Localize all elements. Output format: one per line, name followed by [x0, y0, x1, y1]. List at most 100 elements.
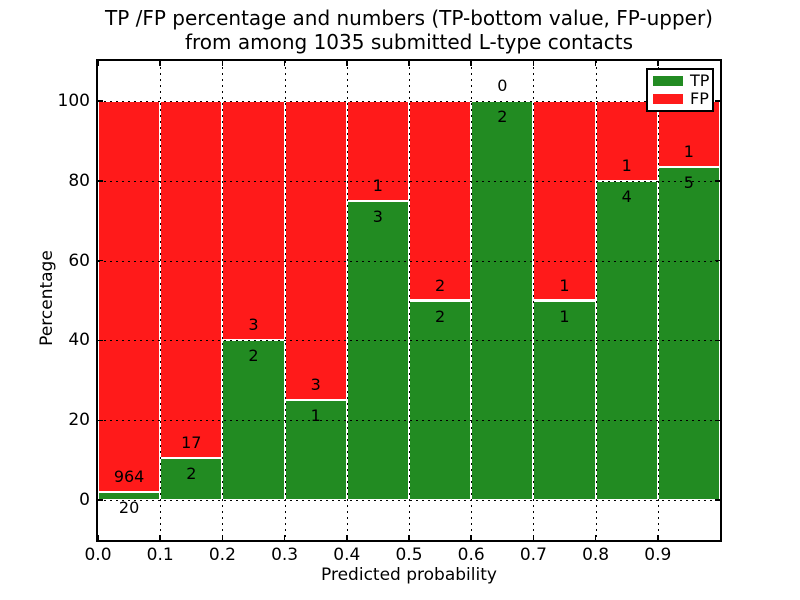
x-tick-label-0.5: 0.5: [395, 545, 423, 565]
x-tick-label-0.0: 0.0: [84, 545, 112, 565]
y-tick-right-60: [715, 259, 720, 262]
tp-count-label-0.0-0.1: 20: [118, 497, 140, 517]
bar-tp-0.0-0.1: [98, 491, 161, 501]
x-tick-top-0.7: [532, 61, 535, 66]
bar-tp-0.1-0.2: [160, 458, 223, 501]
y-tick-right-80: [715, 180, 720, 182]
tp-count-label-0.5-0.6: 2: [435, 306, 446, 326]
x-tick-top-0.9: [657, 61, 659, 66]
y-tick-left-40: [98, 339, 103, 342]
tp-count-label-0.1-0.2: 2: [186, 464, 197, 484]
y-tick-left-20: [98, 419, 103, 421]
x-tick-top-0.1: [159, 61, 161, 66]
x-tick-bottom-0.3: [283, 535, 286, 540]
grid-line-x-0.9: [657, 61, 659, 540]
bar-fp-0.1-0.2: [160, 100, 223, 459]
tp-legend-label: TP: [690, 70, 710, 90]
bar-tp-0.4-0.5: [346, 200, 409, 501]
x-tick-top-0.6: [470, 61, 472, 66]
bar-tp-0.9-1.0: [657, 167, 720, 501]
y-tick-left-100: [98, 100, 103, 102]
tp-count-label-0.4-0.5: 3: [372, 206, 383, 226]
grid-line-x-0.1: [160, 61, 162, 540]
x-tick-top-0.2: [221, 61, 224, 66]
x-tick-label-0.7: 0.7: [519, 545, 547, 565]
tp-count-label-0.6-0.7: 2: [497, 106, 508, 126]
x-tick-bottom-0.5: [408, 535, 410, 540]
x-tick-bottom-0.4: [346, 535, 348, 540]
bar-tp-0.5-0.6: [409, 300, 472, 501]
y-tick-label-60: 60: [68, 250, 90, 271]
bar-fp-0.2-0.3: [222, 100, 285, 341]
grid-line-x-0.4: [346, 61, 348, 540]
x-tick-label-0.8: 0.8: [582, 545, 610, 565]
chart-title-line2: from among 1035 submitted L-type contact…: [184, 30, 634, 54]
y-tick-left-80: [98, 180, 103, 182]
y-tick-right-100: [715, 100, 720, 102]
x-tick-label-0.9: 0.9: [644, 545, 672, 565]
bar-tp-0.6-0.7: [471, 100, 534, 501]
plot-area: 964 20 17 2 3 2 3 1 1 3 2 2 0 2 1 1 1 4 1 5: [97, 61, 720, 540]
y-tick-left-60: [98, 259, 103, 262]
tp-legend-swatch: [653, 75, 683, 86]
grid-line-x-0.7: [533, 61, 535, 540]
x-tick-bottom-0.0: [97, 535, 99, 540]
x-tick-top-0.0: [97, 61, 99, 66]
y-tick-label-0: 0: [79, 490, 90, 511]
x-tick-top-0.5: [408, 61, 410, 66]
x-tick-label-0.4: 0.4: [333, 545, 361, 565]
fp-count-label-0.9-1.0: 1: [683, 142, 694, 162]
tp-count-label-0.7-0.8: 1: [559, 306, 570, 326]
y-tick-label-100: 100: [57, 90, 90, 111]
legend: TP FP: [646, 68, 714, 112]
x-tick-bottom-0.2: [221, 535, 224, 540]
tp-count-label-0.3-0.4: 1: [310, 406, 321, 426]
fp-count-label-0.1-0.2: 17: [181, 433, 202, 453]
legend-item-fp: FP: [653, 89, 709, 109]
y-tick-label-40: 40: [68, 330, 90, 351]
x-tick-label-0.3: 0.3: [271, 545, 299, 565]
y-tick-right-0: [715, 499, 720, 501]
fp-legend-label: FP: [690, 89, 709, 109]
x-tick-bottom-0.9: [657, 535, 659, 540]
x-tick-bottom-0.1: [159, 535, 161, 540]
fp-count-label-0.6-0.7: 0: [497, 75, 508, 95]
x-tick-label-0.1: 0.1: [146, 545, 174, 565]
x-tick-bottom-0.7: [532, 535, 535, 540]
tp-count-label-0.2-0.3: 2: [248, 346, 259, 366]
bar-fp-0.3-0.4: [284, 100, 347, 401]
y-tick-label-20: 20: [68, 410, 90, 431]
fp-count-label-0.4-0.5: 1: [372, 175, 383, 195]
bar-tp-0.3-0.4: [284, 400, 347, 501]
fp-count-label-0.0-0.1: 964: [113, 466, 145, 486]
y-tick-label-80: 80: [68, 170, 90, 191]
grid-line-x-0.6: [471, 61, 473, 540]
fp-count-label-0.3-0.4: 3: [310, 375, 321, 395]
bar-fp-0.0-0.1: [98, 100, 161, 492]
y-tick-left-0: [98, 499, 103, 501]
grid-line-x-0.2: [222, 61, 224, 540]
x-tick-label-0.2: 0.2: [208, 545, 236, 565]
x-tick-bottom-0.8: [594, 535, 597, 540]
chart-title: TP /FP percentage and numbers (TP-bottom…: [0, 6, 800, 54]
x-axis-label: Predicted probability: [321, 565, 497, 585]
fp-count-label-0.7-0.8: 1: [559, 275, 570, 295]
grid-line-x-0.3: [284, 61, 286, 540]
fp-count-label-0.2-0.3: 3: [248, 315, 259, 335]
fp-count-label-0.5-0.6: 2: [435, 275, 446, 295]
bar-fp-0.7-0.8: [533, 100, 596, 301]
fp-count-label-0.8-0.9: 1: [621, 155, 632, 175]
grid-line-x-0.8: [595, 61, 597, 540]
tp-count-label-0.9-1.0: 5: [683, 173, 694, 193]
grid-line-x-0.5: [409, 61, 410, 540]
chart-title-line1: TP /FP percentage and numbers (TP-bottom…: [105, 6, 713, 30]
fp-legend-swatch: [653, 94, 683, 105]
x-tick-top-0.4: [346, 61, 348, 66]
x-tick-bottom-0.6: [470, 535, 472, 540]
bar-fp-0.4-0.5: [346, 100, 409, 201]
x-tick-top-0.3: [283, 61, 286, 66]
x-tick-label-0.6: 0.6: [457, 545, 485, 565]
y-tick-right-40: [715, 339, 720, 342]
y-tick-right-20: [715, 419, 720, 421]
